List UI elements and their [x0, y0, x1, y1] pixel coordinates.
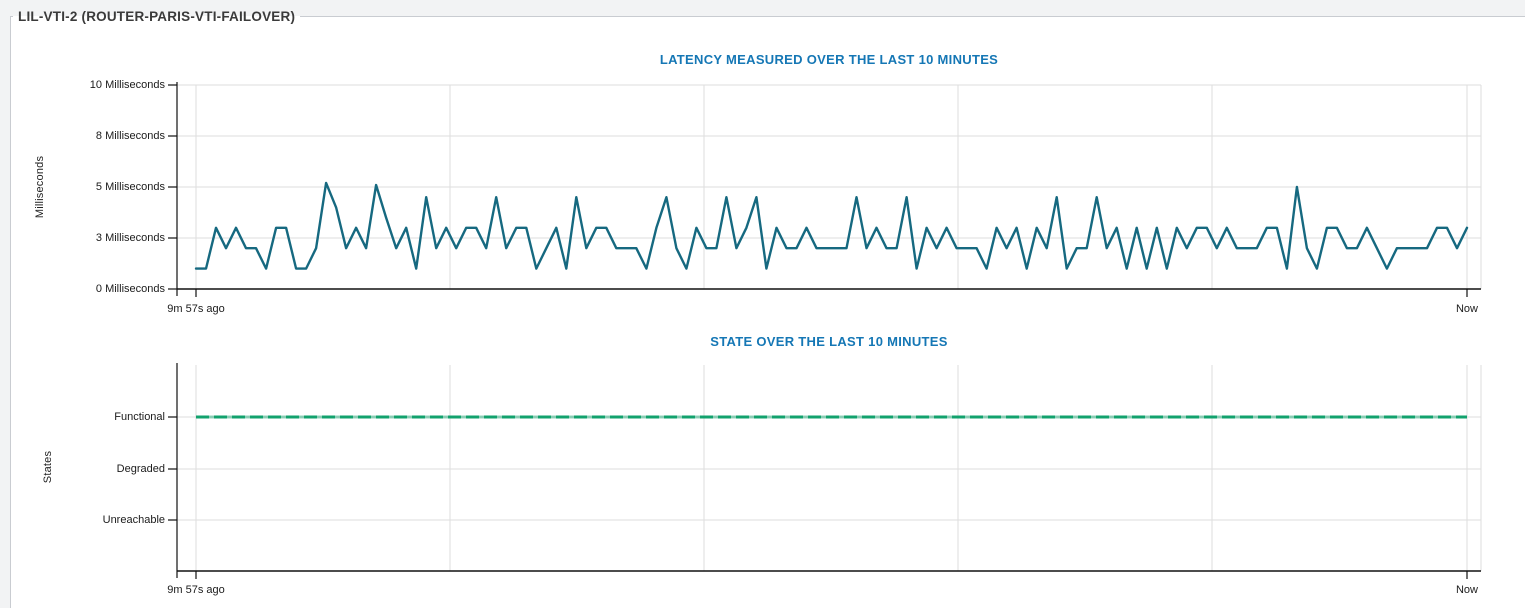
- state-x-end-label: Now: [1455, 584, 1478, 596]
- latency-line: [194, 181, 1469, 270]
- y-tick-label: 0 Milliseconds: [95, 283, 165, 295]
- state-chart-title: STATE OVER THE LAST 10 MINUTES: [710, 334, 948, 349]
- y-tick-label: Functional: [114, 411, 165, 423]
- latency-chart-title: LATENCY MEASURED OVER THE LAST 10 MINUTE…: [659, 52, 999, 67]
- device-panel: LIL-VTI-2 (ROUTER-PARIS-VTI-FAILOVER): [10, 9, 1525, 608]
- y-tick-label: 3 Milliseconds: [95, 232, 165, 244]
- latency-x-end-label: Now: [1455, 303, 1478, 315]
- panel-title: LIL-VTI-2 (ROUTER-PARIS-VTI-FAILOVER): [18, 9, 296, 24]
- y-tick-label: Degraded: [116, 463, 165, 475]
- y-tick-label: 10 Milliseconds: [89, 79, 165, 91]
- state-x-start-label: 9m 57s ago: [167, 584, 225, 596]
- y-tick-label: Unreachable: [102, 514, 165, 526]
- y-tick-label: 8 Milliseconds: [95, 130, 165, 142]
- y-tick-label: 5 Milliseconds: [95, 181, 165, 193]
- latency-x-start-label: 9m 57s ago: [167, 303, 225, 315]
